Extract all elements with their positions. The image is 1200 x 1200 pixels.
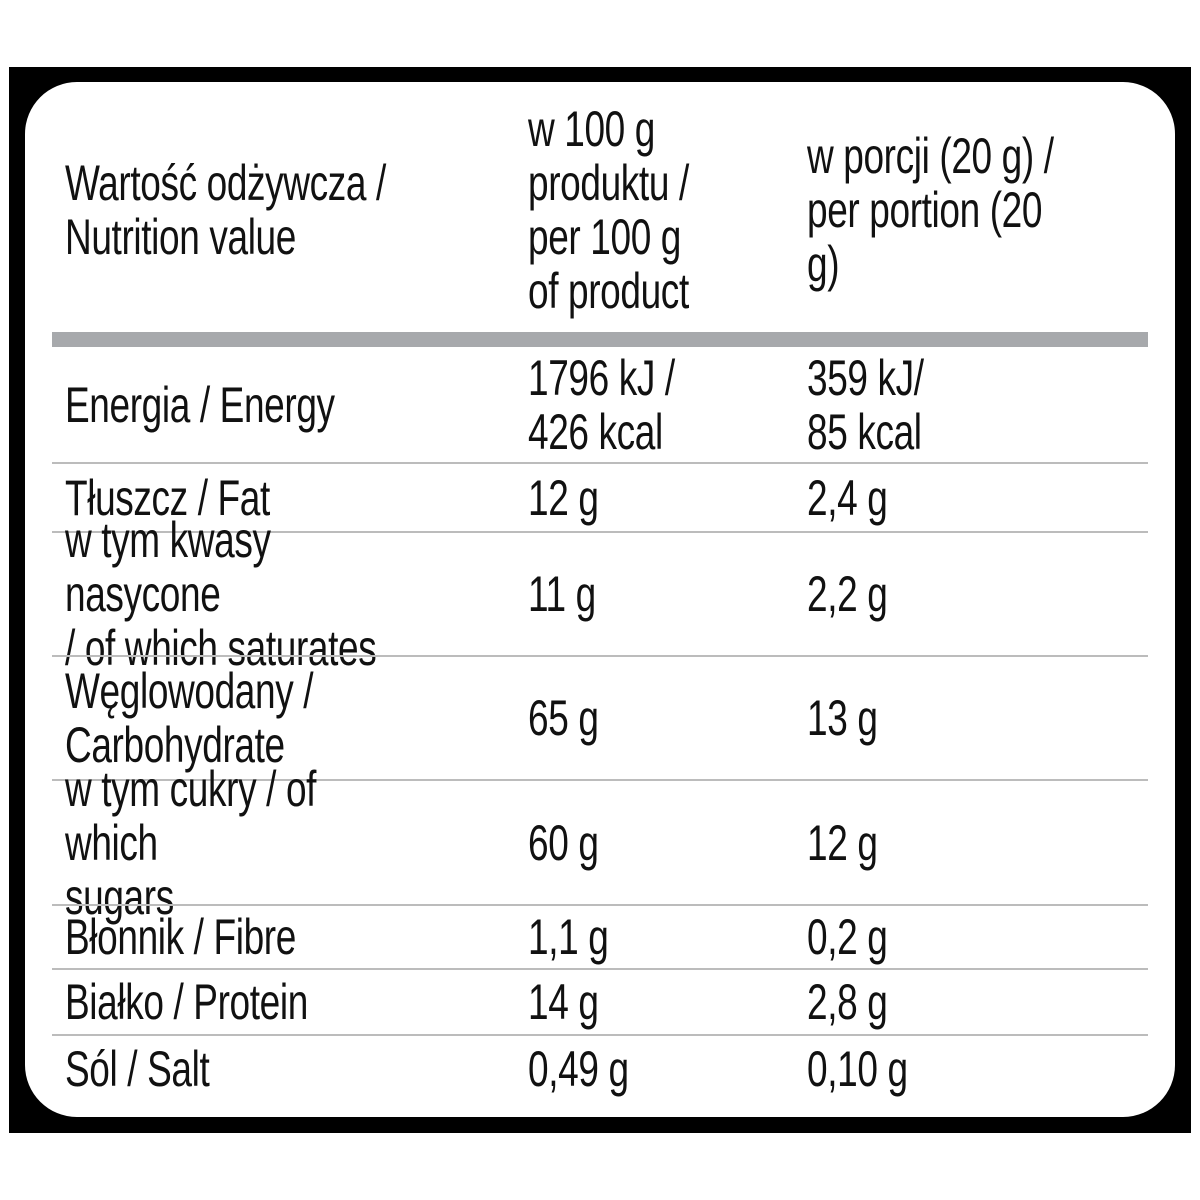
row-divider — [52, 968, 1148, 970]
row-per100: 1,1 g — [528, 909, 609, 965]
header-per-portion: w porcji (20 g) / per portion (20 g) — [807, 128, 1054, 292]
row-portion: 0,2 g — [807, 909, 888, 965]
table-row: Tłuszcz / Fat 12 g 2,4 g — [52, 464, 1148, 532]
row-label: Białko / Protein — [65, 974, 308, 1030]
table-header: Wartość odżywcza / Nutrition value w 100… — [52, 88, 1148, 332]
row-per100: 0,49 g — [528, 1041, 629, 1097]
row-divider — [52, 1034, 1148, 1036]
row-portion: 2,4 g — [807, 470, 888, 526]
table-row: Energia / Energy 1796 kJ / 426 kcal 359 … — [52, 347, 1148, 463]
row-portion: 12 g — [807, 814, 878, 871]
table-row: Białko / Protein 14 g 2,8 g — [52, 970, 1148, 1034]
row-divider — [52, 462, 1148, 464]
row-label: Tłuszcz / Fat — [65, 470, 270, 526]
table-row: Błonnik / Fibre 1,1 g 0,2 g — [52, 906, 1148, 968]
row-portion: 13 g — [807, 690, 878, 746]
row-portion: 359 kJ/ 85 kcal — [807, 350, 924, 460]
row-portion: 2,8 g — [807, 974, 888, 1030]
row-per100: 11 g — [528, 566, 596, 622]
row-divider — [52, 531, 1148, 533]
header-nutrition-value: Wartość odżywcza / Nutrition value — [65, 155, 386, 265]
row-per100: 12 g — [528, 470, 599, 526]
nutrition-table-card — [25, 82, 1175, 1117]
row-divider — [52, 904, 1148, 906]
row-portion: 2,2 g — [807, 566, 888, 622]
header-divider — [52, 332, 1148, 347]
table-row: w tym cukry / of which sugars 60 g 12 g — [52, 762, 1148, 924]
row-label: Energia / Energy — [65, 377, 335, 433]
row-divider — [52, 779, 1148, 781]
header-per-100g: w 100 g produktu / per 100 g of product — [528, 101, 689, 319]
row-label: w tym kwasy nasycone / of which saturate… — [65, 512, 377, 676]
table-row: Węglowodany / Carbohydrate 65 g 13 g — [52, 657, 1148, 779]
table-row: Sól / Salt 0,49 g 0,10 g — [52, 1036, 1148, 1102]
table-row: w tym kwasy nasycone / of which saturate… — [52, 513, 1148, 675]
row-per100: 60 g — [528, 814, 599, 871]
row-per100: 65 g — [528, 690, 599, 746]
row-label: Węglowodany / Carbohydrate — [65, 663, 314, 773]
row-portion: 0,10 g — [807, 1041, 908, 1097]
row-divider — [52, 655, 1148, 657]
row-per100: 14 g — [528, 974, 599, 1030]
row-per100: 1796 kJ / 426 kcal — [528, 350, 675, 460]
row-label: w tym cukry / of which sugars — [65, 760, 317, 925]
row-label: Błonnik / Fibre — [65, 909, 296, 965]
row-label: Sól / Salt — [65, 1041, 210, 1097]
